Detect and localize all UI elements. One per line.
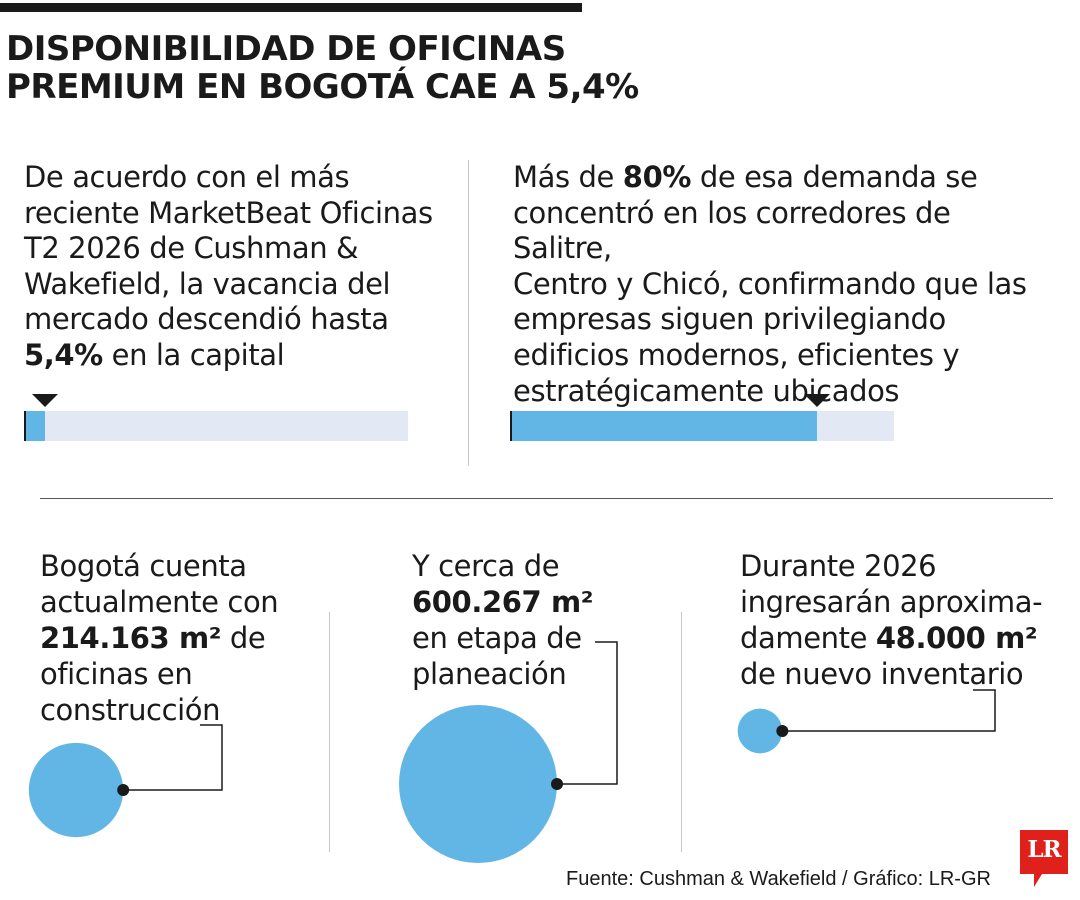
planning-line: Y cerca de (412, 549, 560, 583)
new-inventory-bubble (737, 708, 783, 754)
vacancy-line: reciente MarketBeat Oficinas (24, 195, 433, 230)
vacancy-bar-fill (24, 411, 45, 441)
logo-text: LR (1027, 836, 1061, 863)
demand-value-label: 80% (622, 160, 692, 194)
demand-marker (804, 394, 831, 407)
demand-bar-start (510, 411, 512, 441)
new-inventory-leader-dot (776, 725, 789, 737)
vacancy-line: T2 2026 de Cushman & (24, 231, 359, 266)
demand-first-line: Más de 80% de esa demanda se (513, 160, 1058, 196)
demand-line: edificios modernos, eficientes y (513, 337, 960, 372)
planning-leader-dot (551, 778, 563, 790)
source-credit: Fuente: Cushman & Wakefield / Gráfico: L… (566, 868, 991, 890)
vacancy-line: Wakefield, la vacancia del (24, 266, 391, 301)
column-divider (329, 612, 330, 852)
lr-logo: LR (1020, 830, 1068, 888)
new-inventory-text: Durante 2026 ingresarán aproxima- dament… (740, 548, 1070, 692)
vacancy-line: De acuerdo con el más (24, 160, 350, 194)
new-inventory-before: damente (740, 621, 876, 655)
vacancy-text: De acuerdo con el más reciente MarketBea… (24, 160, 444, 374)
vacancy-bar-start (24, 411, 26, 441)
construction-value-line: 214.163 m² de (40, 620, 330, 656)
planning-text: Y cerca de 600.267 m² en etapa de planea… (412, 548, 682, 692)
vacancy-value-label: 5,4% (24, 337, 103, 372)
column-divider (681, 612, 682, 852)
title-line-1: DISPONIBILIDAD DE OFICINAS (6, 29, 566, 69)
construction-leader-dot (117, 784, 130, 796)
planning-line: en etapa de (412, 621, 582, 655)
logo-badge-icon (1020, 830, 1068, 887)
demand-line: empresas siguen privilegiando (513, 302, 946, 337)
planning-bubble (399, 705, 557, 863)
construction-after: de (221, 621, 266, 655)
demand-suffix: de esa demanda se (691, 160, 978, 194)
construction-text: Bogotá cuenta actualmente con 214.163 m²… (40, 548, 330, 728)
vacancy-bar-track (24, 411, 408, 441)
demand-bar-fill (510, 411, 818, 441)
page-title: DISPONIBILIDAD DE OFICINAS PREMIUM EN BO… (6, 30, 766, 106)
column-divider (468, 160, 469, 466)
new-inventory-line: Durante 2026 (740, 549, 937, 583)
new-inventory-line: de nuevo inventario (740, 657, 1024, 691)
planning-line: planeación (412, 657, 567, 691)
construction-line: actualmente con (40, 585, 279, 619)
planning-value-line: 600.267 m² (412, 584, 682, 620)
planning-value-label: 600.267 m² (412, 585, 594, 619)
construction-line: oficinas en (40, 657, 193, 691)
construction-value-label: 214.163 m² (40, 621, 222, 655)
new-inventory-value-label: 48.000 m² (875, 621, 1038, 655)
vacancy-last-line: 5,4% en la capital (24, 338, 444, 374)
new-inventory-value-line: damente 48.000 m² (740, 620, 1070, 656)
new-inventory-leader-line (782, 689, 996, 732)
construction-leader-line (123, 724, 223, 791)
demand-prefix: Más de (513, 160, 623, 194)
section-divider (40, 498, 1053, 499)
construction-line: construcción (40, 693, 221, 727)
construction-bubble (28, 742, 124, 838)
construction-line: Bogotá cuenta (40, 549, 247, 583)
title-line-2: PREMIUM EN BOGOTÁ CAE A 5,4% (6, 67, 639, 107)
demand-line: concentró en los corredores de Salitre, (513, 195, 951, 266)
demand-line: estratégicamente ubicados (513, 373, 900, 408)
planning-leader-line (557, 641, 618, 785)
vacancy-tail: en la capital (102, 337, 285, 372)
new-inventory-line: ingresarán aproxima- (740, 585, 1043, 619)
demand-text: Más de 80% de esa demanda se concentró e… (513, 160, 1058, 409)
demand-line: Centro y Chicó, confirmando que las (513, 266, 1027, 301)
vacancy-marker (31, 394, 58, 407)
vacancy-line: mercado descendió hasta (24, 302, 389, 337)
top-rule (0, 3, 582, 12)
demand-bar-track (510, 411, 894, 441)
